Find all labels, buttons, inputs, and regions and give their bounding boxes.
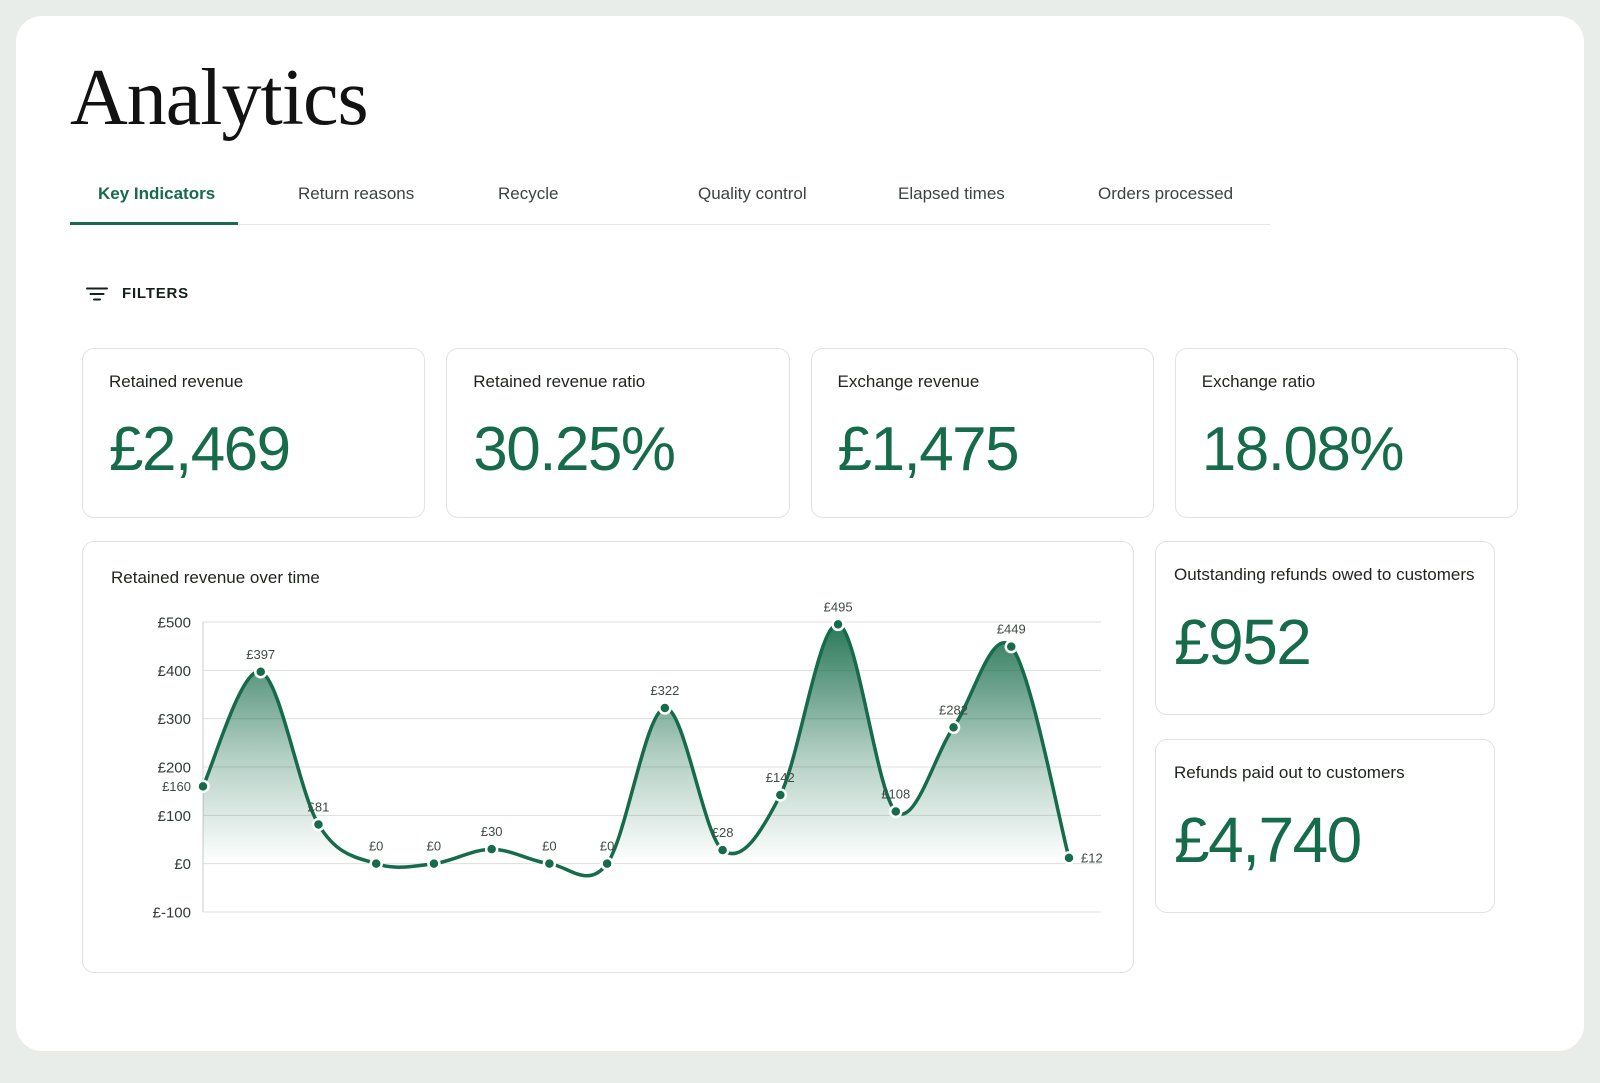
tab-bar: Key Indicators Return reasons Recycle Qu… [70,168,1270,225]
tab-label: Return reasons [298,184,415,203]
svg-text:£500: £500 [158,615,191,632]
main-content-row: Retained revenue over time £500 £400 £300 £… [82,541,1518,973]
stat-value: 30.25% [473,415,676,485]
svg-text:£108: £108 [881,787,910,802]
svg-text:£0: £0 [174,856,191,873]
svg-text:£0: £0 [542,839,556,854]
stat-card-exchange-ratio: Exchange ratio 18.08% [1174,348,1518,518]
side-card-value: £952 [1174,606,1312,679]
analytics-page: Analytics Key Indicators Return reasons … [16,16,1584,1051]
tab-label: Key Indicators [98,184,216,203]
side-card-label: Outstanding refunds owed to customers [1174,565,1475,584]
svg-text:£300: £300 [158,711,191,728]
svg-text:£397: £397 [246,647,275,662]
filter-icon [86,287,108,300]
filters-button[interactable]: FILTERS [86,285,189,302]
retained-revenue-chart-card: Retained revenue over time £500 £400 £300 £… [82,541,1134,973]
svg-text:£0: £0 [600,839,614,854]
svg-text:£200: £200 [158,760,191,777]
page-title: Analytics [70,54,369,142]
outstanding-refunds-card: Outstanding refunds owed to customers £9… [1155,541,1495,715]
side-card-value: £4,740 [1174,804,1362,877]
stat-label: Retained revenue ratio [473,372,646,391]
svg-text:£-100: £-100 [153,905,191,922]
chart-canvas-wrap: £500 £400 £300 £200 £100 £0 £-100 £160 £397 £81 £0… [111,594,1113,951]
stat-label: Retained revenue [109,372,244,391]
svg-text:£495: £495 [824,599,853,614]
svg-text:£28: £28 [712,825,734,840]
stat-label: Exchange ratio [1201,372,1316,391]
refunds-paid-card: Refunds paid out to customers £4,740 [1155,739,1495,913]
svg-text:£81: £81 [308,800,330,815]
tab-recycle[interactable]: Recycle [470,168,670,224]
tab-key-indicators[interactable]: Key Indicators [70,168,270,225]
svg-text:£142: £142 [766,770,795,785]
stat-value: £1,475 [837,415,1020,485]
svg-text:£160: £160 [162,779,191,794]
retained-revenue-chart: £500 £400 £300 £200 £100 £0 £-100 £160 £397 £81 £0… [153,599,1103,922]
tab-return-reasons[interactable]: Return reasons [270,168,470,224]
tab-label: Orders processed [1098,184,1234,203]
side-card-label: Refunds paid out to customers [1174,763,1405,782]
svg-text:£30: £30 [481,824,503,839]
tab-label: Quality control [698,184,807,203]
stat-card-exchange-revenue: Exchange revenue £1,475 [810,348,1154,518]
chart-title: Retained revenue over time [111,568,320,587]
tab-quality-control[interactable]: Quality control [670,168,870,224]
svg-text:£282: £282 [939,702,968,717]
svg-text:£322: £322 [650,683,679,698]
stat-card-retained-revenue: Retained revenue £2,469 [82,348,426,518]
tab-label: Elapsed times [898,184,1005,203]
tab-elapsed-times[interactable]: Elapsed times [870,168,1070,224]
tab-orders-processed[interactable]: Orders processed [1070,168,1270,224]
stat-label: Exchange revenue [837,372,980,391]
svg-text:£100: £100 [158,808,191,825]
stat-value: £2,469 [109,415,291,485]
svg-text:£449: £449 [997,622,1026,637]
svg-text:£400: £400 [158,663,191,680]
tab-label: Recycle [498,184,559,203]
svg-text:£0: £0 [427,839,441,854]
filters-label: FILTERS [122,285,189,302]
stat-card-retained-revenue-ratio: Retained revenue ratio 30.25% [446,348,790,518]
svg-text:£0: £0 [369,839,383,854]
stat-value: 18.08% [1201,415,1405,485]
svg-text:£12: £12 [1081,850,1103,865]
stat-card-row: Retained revenue £2,469 Retained revenue… [82,348,1518,518]
side-card-column: Outstanding refunds owed to customers £9… [1155,541,1495,973]
